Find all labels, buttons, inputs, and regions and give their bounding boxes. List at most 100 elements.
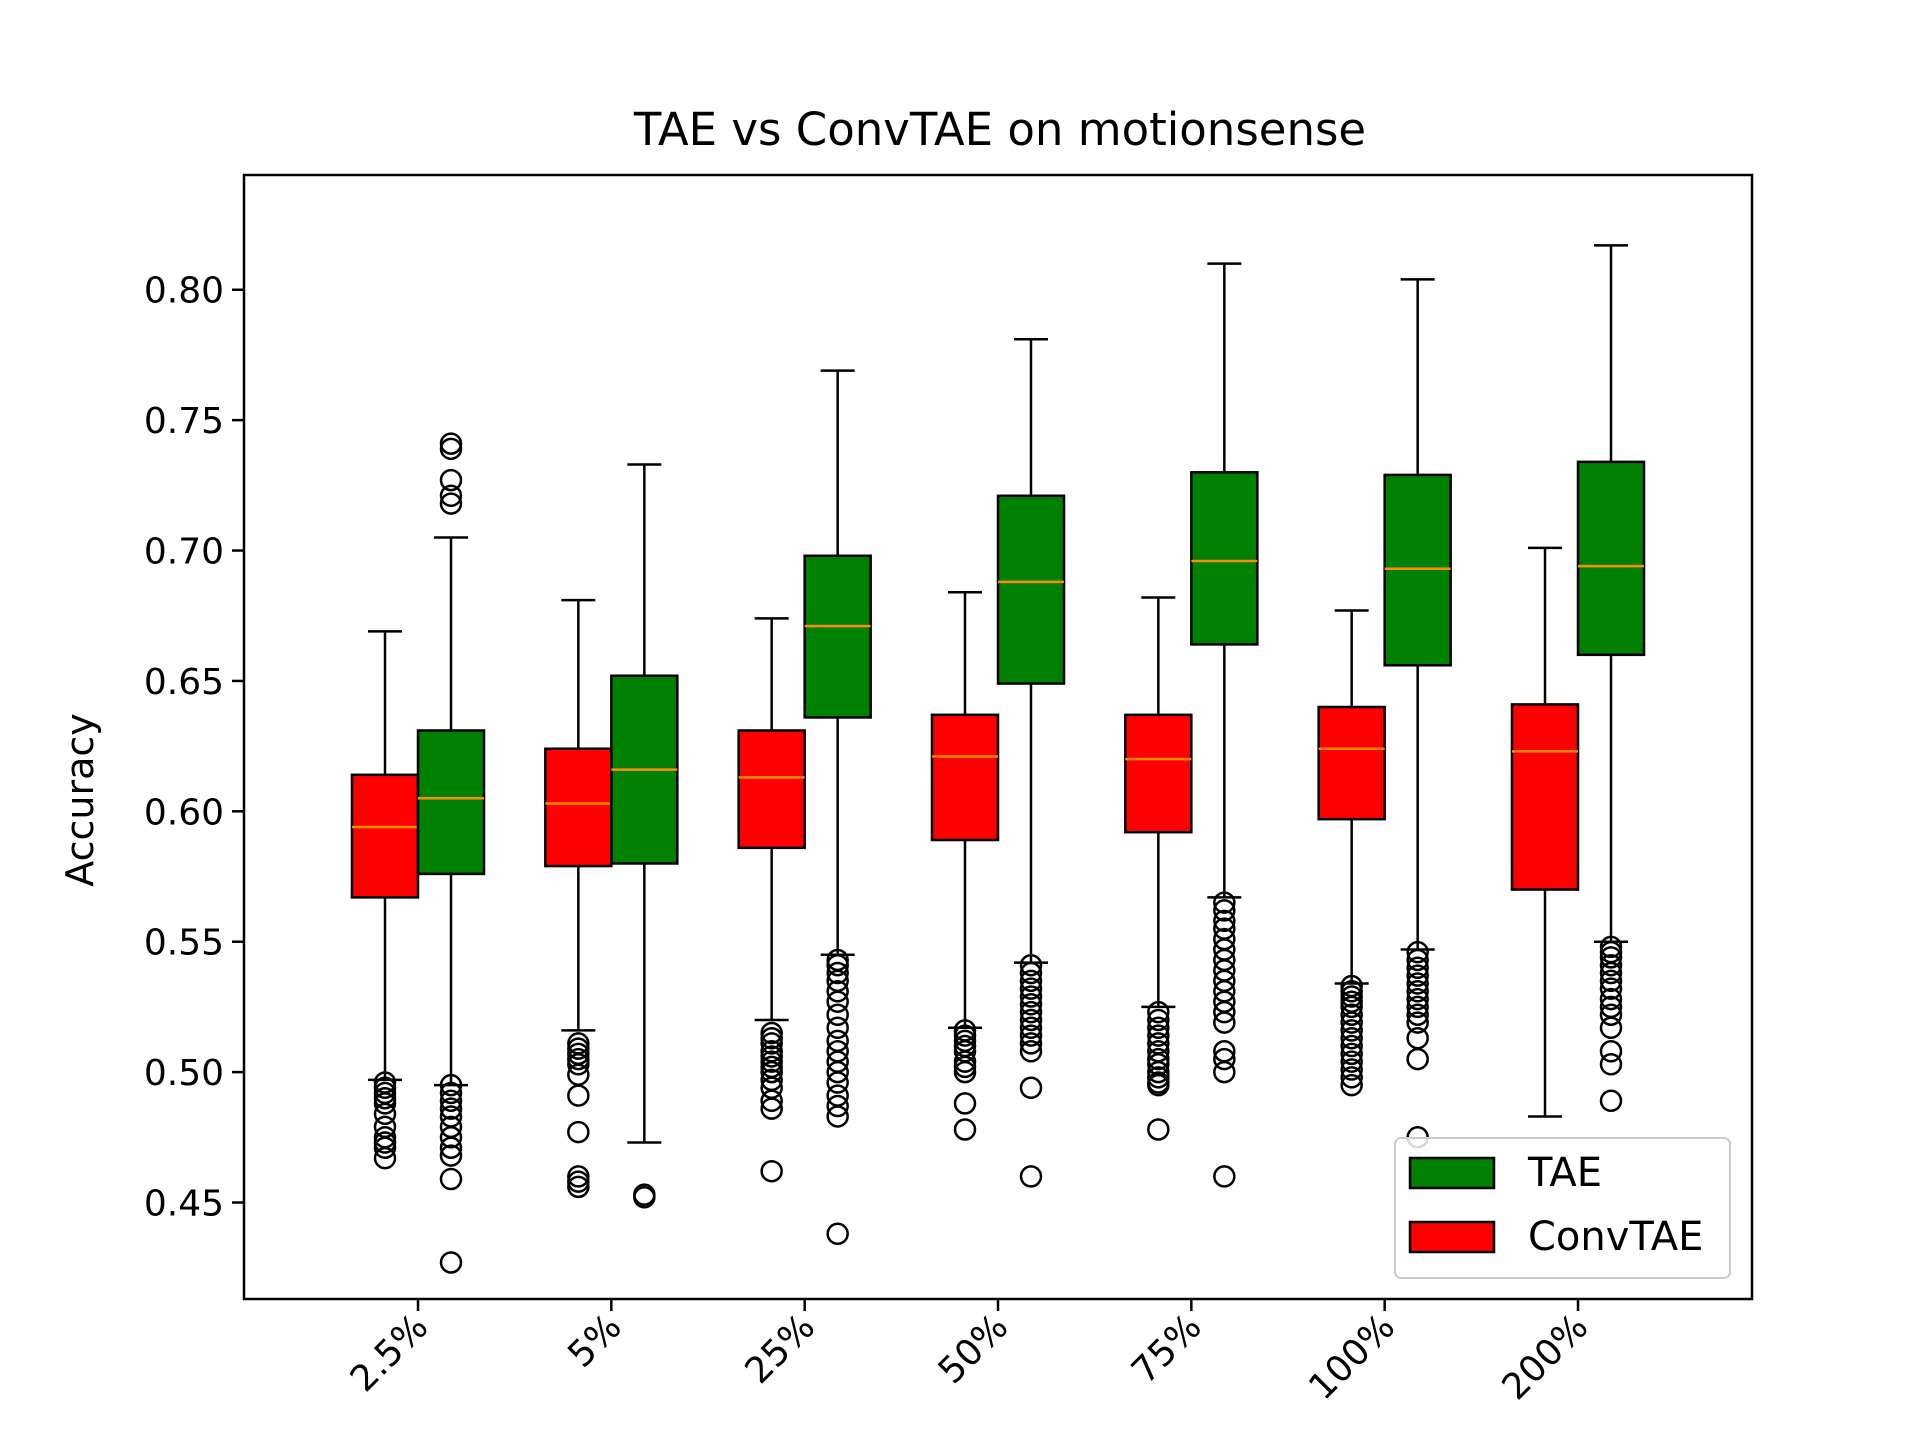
outlier-point: [760, 1026, 783, 1050]
outlier-point: [826, 1016, 849, 1040]
outlier-point: [1019, 1016, 1043, 1040]
outlier-point: [633, 1186, 656, 1209]
outlier-point: [439, 1144, 463, 1167]
outlier-point: [1147, 1000, 1170, 1024]
outlier-point: [1599, 969, 1623, 993]
outlier-point: [760, 1159, 783, 1183]
box-body: [1124, 713, 1193, 834]
outlier-point: [826, 980, 849, 1003]
outlier-point: [1340, 985, 1363, 1008]
outlier-point: [1213, 1011, 1236, 1034]
outlier-point: [826, 1094, 849, 1118]
outlier-point: [1406, 987, 1429, 1011]
box-tae: [1383, 278, 1452, 1149]
outlier-point: [439, 437, 463, 461]
box-tae: [803, 369, 872, 1246]
outlier-point: [1213, 1047, 1236, 1071]
outlier-point: [1599, 1003, 1623, 1026]
outlier-point: [1406, 948, 1429, 972]
outlier-point: [567, 1037, 590, 1060]
box-convtae: [1124, 596, 1193, 1141]
outlier-point: [439, 1073, 463, 1097]
outlier-point: [1019, 1008, 1043, 1032]
y-tick-label: 0.60: [144, 792, 224, 833]
outlier-point: [439, 432, 463, 455]
outlier-point: [1599, 977, 1623, 1000]
outlier-point: [953, 1050, 977, 1073]
box-body: [1317, 705, 1386, 821]
outlier-point: [760, 1032, 783, 1055]
outlier-point: [439, 1097, 463, 1120]
outlier-point: [1340, 1019, 1363, 1042]
box-convtae: [930, 591, 1000, 1141]
legend-label-convtae: ConvTAE: [1528, 1214, 1703, 1260]
outlier-point: [567, 1047, 590, 1071]
outlier-point: [1147, 1047, 1170, 1071]
outlier-point: [1406, 1047, 1429, 1071]
outlier-point: [1406, 980, 1429, 1003]
outlier-point: [826, 990, 849, 1013]
legend-swatch-tae: [1408, 1156, 1496, 1190]
outlier-point: [1019, 993, 1043, 1016]
outlier-point: [760, 1089, 783, 1113]
plot-area: [350, 244, 1646, 1274]
box-tae: [416, 432, 486, 1274]
box-tae: [1576, 244, 1646, 1113]
outlier-point: [373, 1131, 397, 1154]
outlier-point: [439, 1089, 463, 1113]
y-tick-label: 0.65: [144, 662, 224, 703]
outlier-point: [1213, 891, 1236, 914]
outlier-point: [1406, 956, 1429, 980]
box-tae: [996, 338, 1066, 1188]
outlier-point: [826, 1105, 849, 1128]
outlier-point: [1213, 1060, 1236, 1084]
outlier-point: [1213, 909, 1236, 933]
y-axis-label: Accuracy: [58, 713, 102, 887]
outlier-point: [439, 1081, 463, 1105]
outlier-point: [373, 1092, 397, 1115]
outlier-point: [1019, 1000, 1043, 1024]
outlier-point: [567, 1175, 590, 1199]
outlier-point: [826, 961, 849, 985]
outlier-point: [439, 468, 463, 492]
outlier-point: [826, 953, 849, 977]
y-tick-label: 0.55: [144, 923, 224, 964]
outlier-point: [567, 1170, 590, 1193]
outlier-point: [1406, 1003, 1429, 1026]
y-tick-label: 0.80: [144, 271, 224, 312]
outlier-point: [953, 1060, 977, 1084]
outlier-point: [1340, 1066, 1363, 1089]
outlier-point: [373, 1086, 397, 1110]
outlier-point: [373, 1102, 397, 1126]
outlier-point: [439, 492, 463, 515]
outlier-point: [953, 1055, 977, 1079]
box-convtae: [1317, 609, 1386, 1097]
outlier-point: [1599, 935, 1623, 959]
outlier-point: [1213, 1000, 1236, 1024]
outlier-point: [1019, 953, 1043, 977]
outlier-point: [1019, 1032, 1043, 1055]
box-body: [1576, 460, 1646, 657]
outlier-point: [439, 1126, 463, 1149]
box-body: [416, 729, 486, 876]
outlier-point: [373, 1076, 397, 1100]
outlier-point: [760, 1045, 783, 1068]
outlier-point: [1340, 1011, 1363, 1034]
outlier-point: [1340, 1003, 1363, 1026]
outlier-point: [1213, 1165, 1236, 1188]
y-tick-label: 0.70: [144, 532, 224, 573]
outlier-point: [567, 1120, 590, 1144]
outlier-point: [1213, 899, 1236, 922]
box-convtae: [737, 617, 806, 1183]
outlier-point: [1599, 1016, 1623, 1040]
outlier-point: [1147, 1073, 1170, 1097]
outlier-point: [1599, 987, 1623, 1011]
box-convtae: [350, 630, 420, 1170]
box-body: [1383, 473, 1452, 667]
chart-title: TAE vs ConvTAE on motionsense: [633, 103, 1366, 156]
outlier-point: [567, 1165, 590, 1188]
outlier-point: [1019, 977, 1043, 1000]
outlier-point: [826, 1003, 849, 1026]
outlier-point: [1599, 1040, 1623, 1063]
outlier-point: [1599, 1089, 1623, 1113]
